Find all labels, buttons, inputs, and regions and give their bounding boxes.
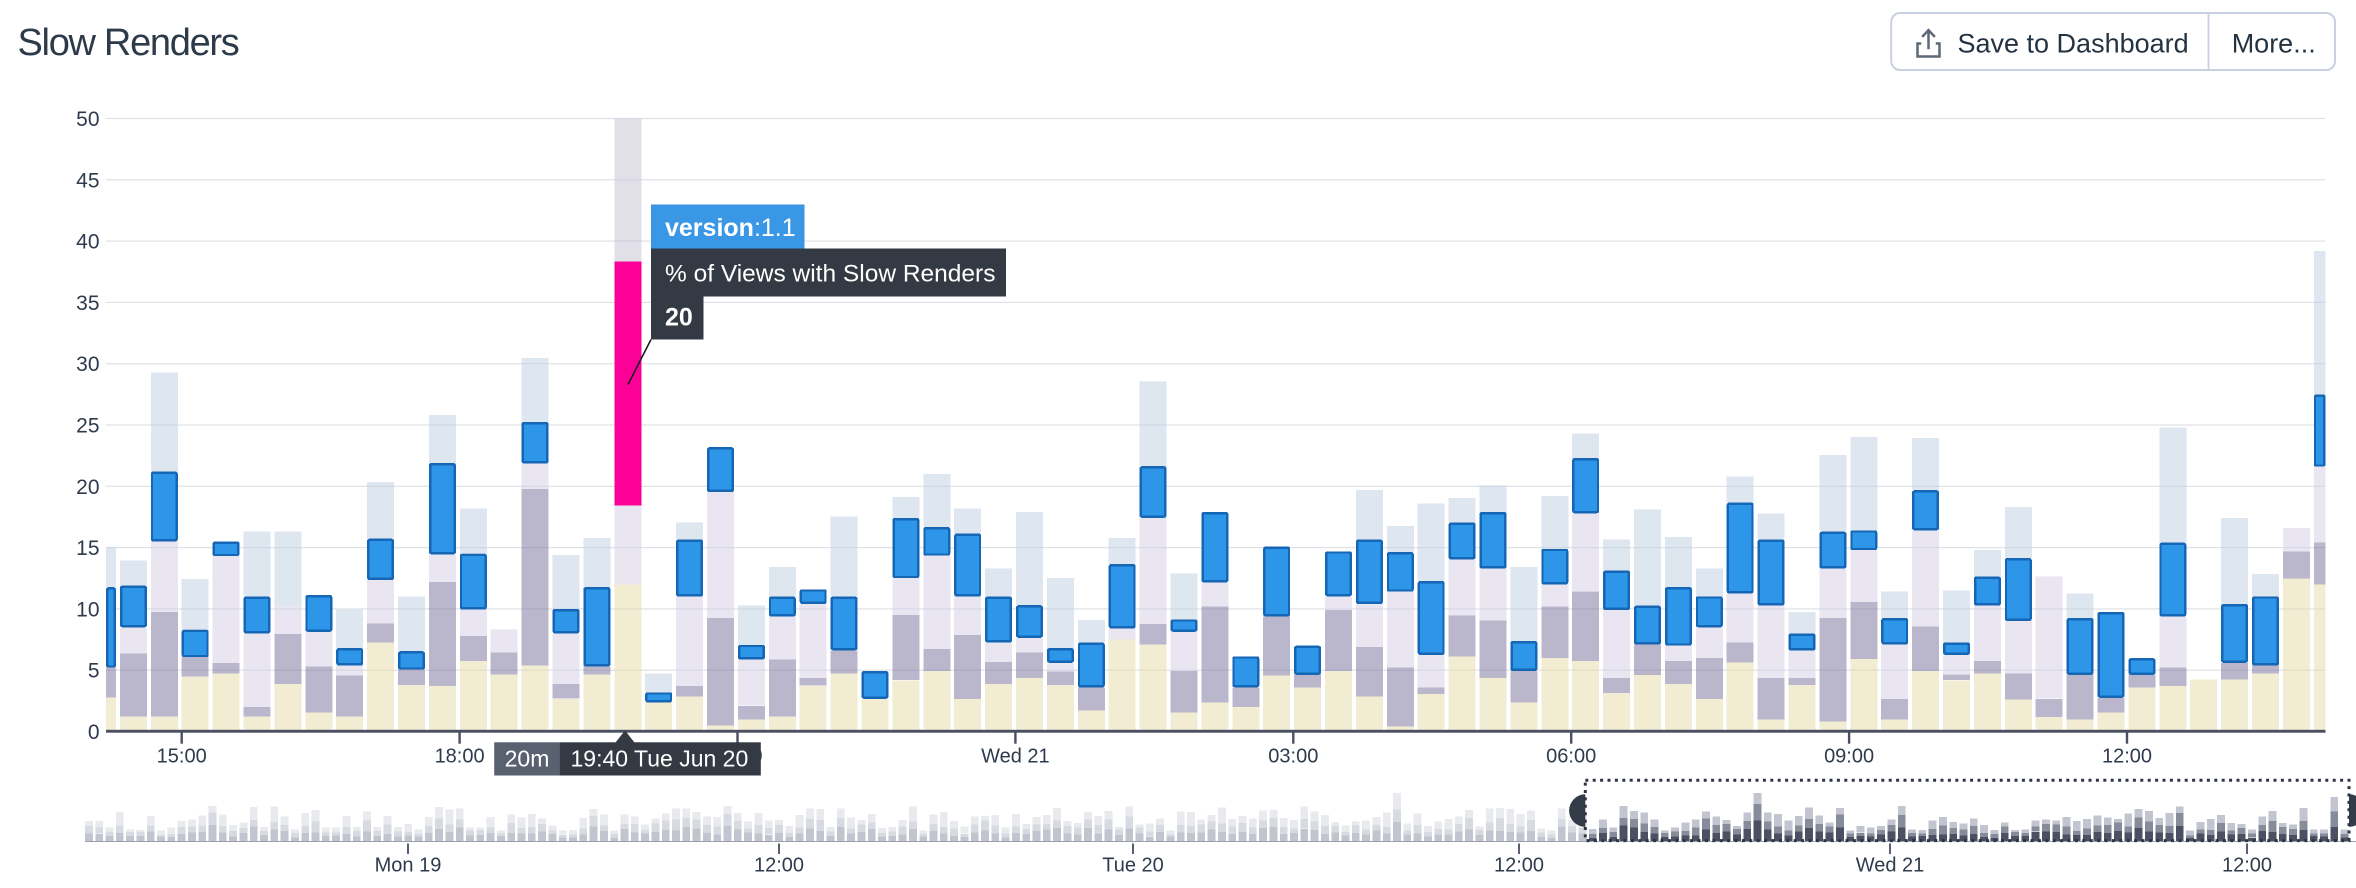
- svg-text:50: 50: [76, 108, 99, 131]
- svg-text:Slow Renders: Slow Renders: [18, 22, 239, 64]
- svg-text:Wed 21: Wed 21: [1856, 855, 1925, 877]
- svg-text:Tue 20: Tue 20: [1102, 855, 1164, 877]
- svg-text:0: 0: [88, 721, 100, 744]
- svg-text:18:00: 18:00: [435, 746, 485, 768]
- svg-text:03:00: 03:00: [1268, 746, 1318, 768]
- svg-text:10: 10: [76, 598, 99, 621]
- svg-text:Mon 19: Mon 19: [375, 855, 442, 877]
- svg-text:40: 40: [76, 231, 99, 254]
- svg-text:06:00: 06:00: [1546, 746, 1596, 768]
- svg-text:5: 5: [88, 660, 100, 683]
- svg-text:% of Views with Slow Renders: % of Views with Slow Renders: [665, 261, 995, 288]
- svg-text:20: 20: [665, 304, 693, 332]
- svg-text:30: 30: [76, 353, 99, 376]
- svg-text:version:1.1: version:1.1: [665, 214, 796, 242]
- svg-text:Save to Dashboard: Save to Dashboard: [1958, 29, 2189, 59]
- svg-text:12:00: 12:00: [2102, 746, 2152, 768]
- svg-text:20m: 20m: [505, 746, 550, 772]
- svg-text:12:00: 12:00: [1494, 855, 1544, 877]
- svg-text:15:00: 15:00: [157, 746, 207, 768]
- svg-text:15: 15: [76, 537, 99, 560]
- svg-text:25: 25: [76, 415, 99, 438]
- svg-text:Wed 21: Wed 21: [981, 746, 1050, 768]
- svg-text:12:00: 12:00: [754, 855, 804, 877]
- svg-text:12:00: 12:00: [2222, 855, 2272, 877]
- svg-text:More...: More...: [2232, 29, 2316, 59]
- svg-text:45: 45: [76, 169, 99, 192]
- svg-text:35: 35: [76, 292, 99, 315]
- svg-text:09:00: 09:00: [1824, 746, 1874, 768]
- svg-text:20: 20: [76, 476, 99, 499]
- svg-text:19:40 Tue Jun 20: 19:40 Tue Jun 20: [571, 746, 749, 772]
